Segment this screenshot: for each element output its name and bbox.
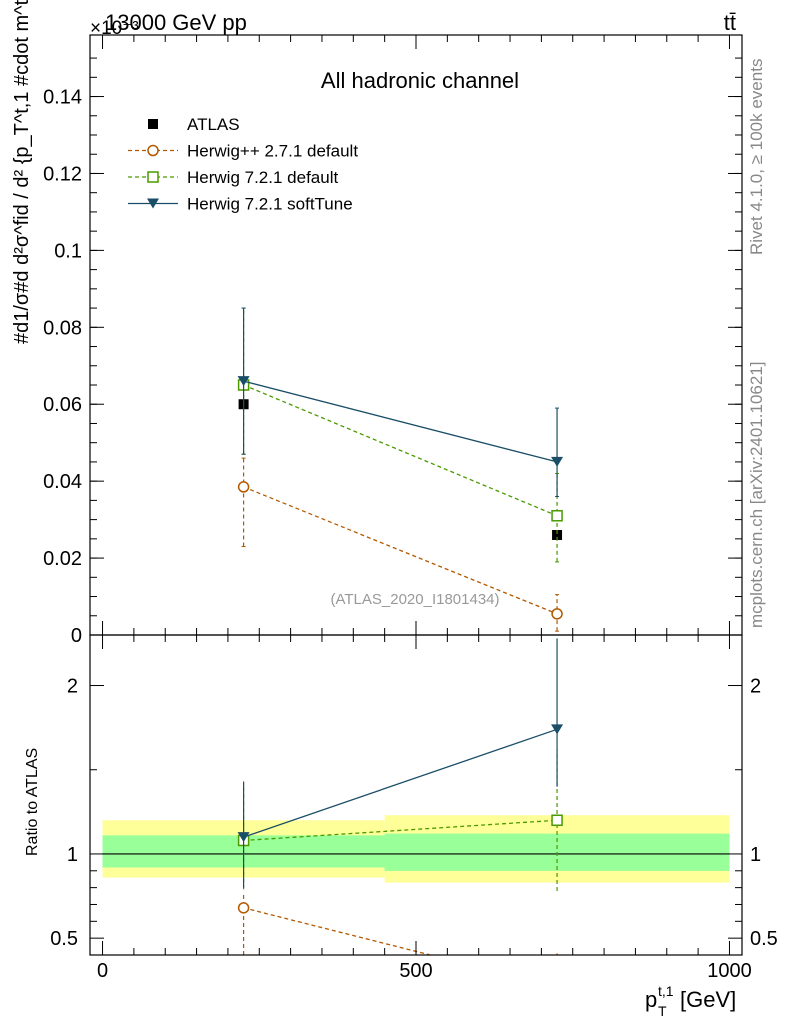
ratio-series-2-point-0 <box>237 832 250 843</box>
main-ylabel: #d1/σ#d d²σ^fid / d² {p_T^t,1 #cdot m^tt… <box>11 0 33 344</box>
svg-text:t,1: t,1 <box>658 983 674 999</box>
header-left: 13000 GeV pp <box>105 10 247 35</box>
ratio-ylabel: Ratio to ATLAS <box>24 748 41 856</box>
main-title: All hadronic channel <box>321 68 519 93</box>
legend-label-0: ATLAS <box>187 115 240 134</box>
ratio-series-line-2 <box>243 728 558 838</box>
ratio-ytick-label-0: 0.5 <box>50 928 78 950</box>
ratio-frame <box>89 634 743 956</box>
series-1-point-1 <box>551 608 563 620</box>
ratio-series-line-0 <box>243 907 431 956</box>
ratio-ytick-label-2: 2 <box>67 676 78 698</box>
main-ytick-label-4: 0.08 <box>43 317 82 339</box>
main-ytick-label-6: 0.12 <box>43 163 82 185</box>
legend-label-1: Herwig++ 2.7.1 default <box>187 142 358 161</box>
xtick-label-2: 1000 <box>707 960 752 982</box>
ratio-series-1-point-1 <box>551 814 563 827</box>
main-panel: 0 0.02 0.04 0.06 0.08 0.1 0.12 0.14 All hadroni… <box>11 0 743 647</box>
series-line-3 <box>243 380 558 463</box>
legend: ATLAS Herwig++ 2.7.1 default Herwig 7.2.1 … <box>128 115 358 214</box>
svg-text:p: p <box>645 987 657 1012</box>
xtick-label-1: 500 <box>399 960 432 982</box>
main-ytick-label-2: 0.04 <box>43 471 82 493</box>
side-rivet: Rivet 4.1.0, ≥ 100k events <box>747 59 766 255</box>
x-axis-label: p T t,1 [GeV] <box>645 983 736 1019</box>
svg-text:T: T <box>658 1003 667 1019</box>
xtick-label-0: 0 <box>97 960 108 982</box>
series-3-point-1 <box>551 456 564 467</box>
ratio-series-2-point-1 <box>551 724 564 735</box>
legend-marker-1 <box>147 144 159 157</box>
ratio-series-0-point-0 <box>237 902 250 914</box>
legend-marker-2 <box>147 171 159 183</box>
legend-marker-3 <box>147 198 159 209</box>
main-ytick-label-3: 0.06 <box>43 394 82 416</box>
main-ytick-label-0: 0 <box>71 625 82 647</box>
series-0-point-1 <box>552 530 563 540</box>
header-exponent: ×10⁻³ <box>90 18 139 39</box>
ratio-ytick-label-1: 1 <box>67 844 78 866</box>
main-ytick-label-1: 0.02 <box>43 548 82 570</box>
legend-label-3: Herwig 7.2.1 softTune <box>187 195 353 214</box>
ratio-panel: 0.5 0.5 1 1 2 2 0 500 1000 Ratio to ATLAS <box>24 634 778 982</box>
side-mcplots: mcplots.cern.ch [arXiv:2401.10621] <box>747 362 766 628</box>
legend-marker-0 <box>148 119 158 129</box>
series-line-1 <box>243 486 558 615</box>
ratio-ytick-label-right-0: 0.5 <box>750 928 778 950</box>
main-ytick-label-5: 0.1 <box>54 240 82 262</box>
ratio-ytick-label-right-2: 2 <box>750 676 761 698</box>
main-ytick-label-7: 0.14 <box>43 87 82 109</box>
svg-text:[GeV]: [GeV] <box>680 987 736 1012</box>
series-1-point-0 <box>237 481 250 493</box>
legend-label-2: Herwig 7.2.1 default <box>187 168 338 187</box>
series-2-point-1 <box>551 510 563 522</box>
ratio-ytick-label-right-1: 1 <box>750 844 761 866</box>
ratio-series-line-1 <box>243 819 558 842</box>
analysis-label: (ATLAS_2020_I1801434) <box>330 591 499 608</box>
series-3-point-0 <box>237 376 250 387</box>
header-right: tt̄ <box>724 10 736 35</box>
series-line-2 <box>243 384 558 517</box>
